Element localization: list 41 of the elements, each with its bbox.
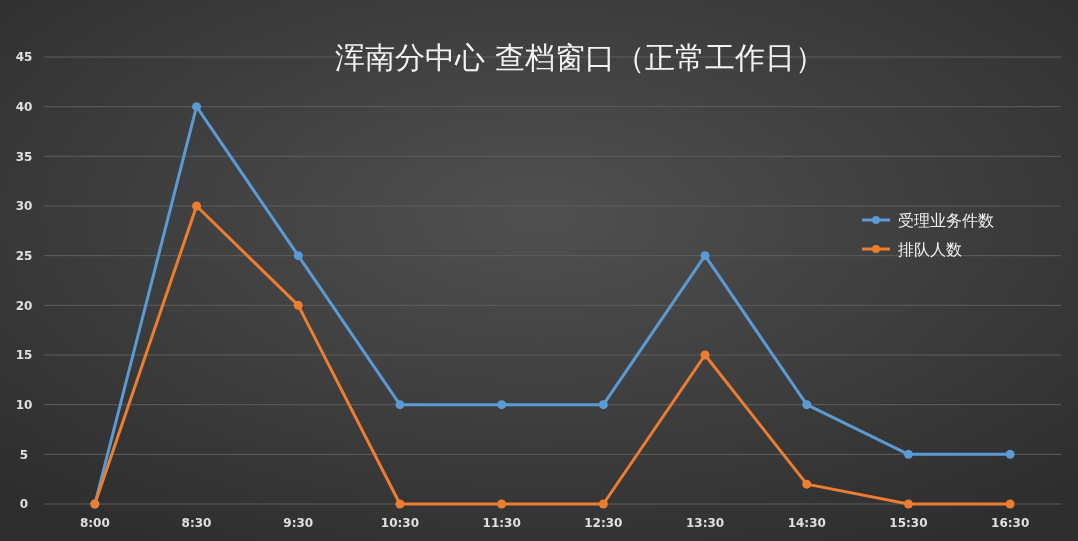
y-tick-label: 35 [15,149,33,164]
point [700,251,710,261]
point [802,400,812,410]
x-tick-label: 14:30 [787,516,826,530]
point [293,300,303,310]
x-tick-label: 15:30 [889,516,928,530]
point [192,201,202,211]
y-tick-label: 30 [15,199,33,214]
x-tick-label: 8:00 [79,516,110,530]
y-tick-label: 0 [19,497,29,512]
y-tick-label: 40 [15,99,33,114]
point [192,102,202,112]
chart-title: 浑南分中心 查档窗口（正常工作日） [335,40,825,75]
point [497,400,507,410]
point [903,499,913,509]
point [497,499,507,509]
x-tick-label: 10:30 [380,516,420,530]
point [598,499,608,509]
x-tick-label: 11:30 [482,516,521,530]
x-tick-label: 9:30 [283,516,314,530]
x-tick-label: 8:30 [181,516,212,530]
x-tick-label: 13:30 [685,516,725,530]
x-tick-label: 16:30 [991,516,1030,530]
legend-label: 排队人数 [898,239,962,259]
legend-label: 受理业务件数 [898,210,994,230]
y-tick-label: 20 [15,298,33,313]
point [598,400,608,410]
point [1005,449,1015,459]
y-tick-label: 10 [15,397,33,412]
point [700,350,710,360]
point [395,499,405,509]
point [293,251,303,261]
point [903,449,913,459]
y-tick-label: 15 [15,348,33,363]
y-tick-label: 45 [15,50,33,65]
y-tick-label: 25 [15,248,33,263]
y-tick-label: 5 [19,447,29,462]
point [1005,499,1015,509]
point [395,400,405,410]
x-tick-label: 12:30 [584,516,623,530]
point [802,479,812,489]
